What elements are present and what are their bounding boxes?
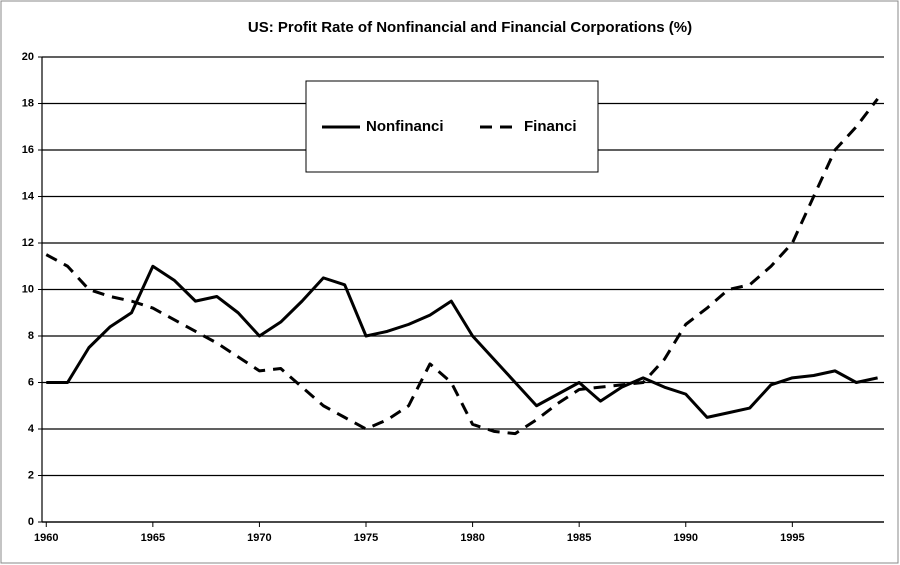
x-tick-label: 1995 bbox=[780, 532, 804, 544]
x-tick-label: 1975 bbox=[354, 532, 378, 544]
y-tick-label: 18 bbox=[22, 97, 34, 109]
y-tick-label: 16 bbox=[22, 144, 34, 156]
x-tick-label: 1965 bbox=[141, 532, 165, 544]
y-tick-label: 6 bbox=[28, 376, 34, 388]
y-tick-label: 20 bbox=[22, 51, 34, 63]
x-tick-label: 1980 bbox=[460, 532, 484, 544]
legend-label: Nonfinanci bbox=[366, 118, 444, 135]
x-tick-label: 1985 bbox=[567, 532, 591, 544]
y-tick-label: 12 bbox=[22, 237, 34, 249]
y-tick-label: 4 bbox=[28, 423, 35, 435]
y-tick-label: 0 bbox=[28, 516, 34, 528]
x-tick-label: 1970 bbox=[247, 532, 271, 544]
legend-label: Financi bbox=[524, 118, 577, 135]
series-line bbox=[46, 264, 878, 419]
series-line bbox=[45, 97, 879, 436]
chart-title: US: Profit Rate of Nonfinancial and Fina… bbox=[248, 19, 692, 36]
y-tick-label: 8 bbox=[28, 330, 34, 342]
x-tick-label: 1960 bbox=[34, 532, 58, 544]
y-tick-label: 14 bbox=[22, 190, 35, 202]
y-tick-label: 10 bbox=[22, 283, 34, 295]
y-tick-label: 2 bbox=[28, 469, 34, 481]
x-tick-label: 1990 bbox=[674, 532, 698, 544]
